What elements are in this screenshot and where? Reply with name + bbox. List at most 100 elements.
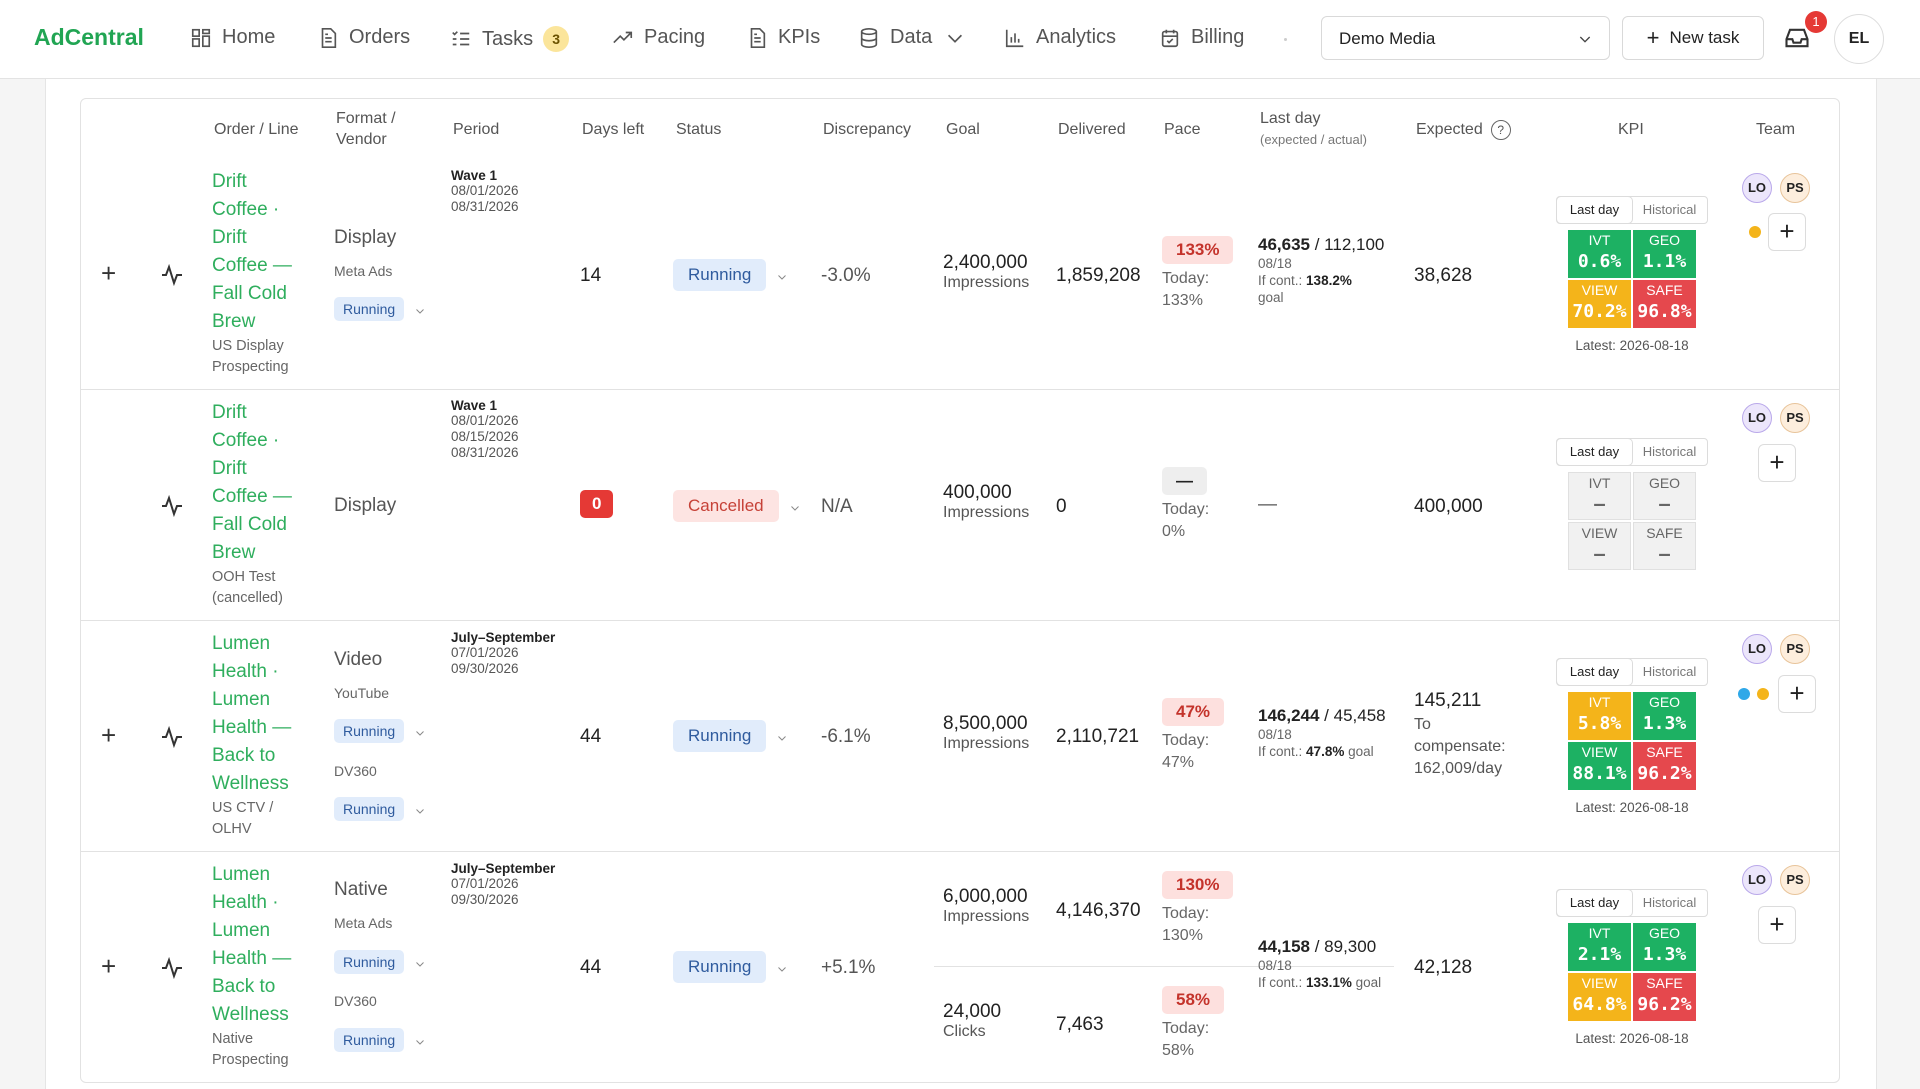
column-header-team[interactable]: Team — [1756, 121, 1796, 138]
column-header-delivered[interactable]: Delivered — [1058, 121, 1126, 138]
add-team-member-button[interactable]: + — [1758, 444, 1796, 482]
column-header-kpi[interactable]: KPI — [1618, 121, 1644, 138]
kpi-label: VIEW — [1581, 744, 1618, 760]
nav-pacing[interactable]: Pacing — [612, 26, 705, 49]
add-team-member-button[interactable]: + — [1778, 675, 1816, 713]
order-link[interactable]: Drift Coffee · Drift Coffee — Fall Cold … — [212, 399, 307, 567]
kpi-geo-tile: GEO — — [1633, 472, 1696, 520]
checklist-icon — [452, 31, 470, 46]
column-header-period[interactable]: Period — [453, 121, 500, 138]
team-avatar-ps[interactable]: PS — [1780, 634, 1810, 664]
last-day-expected: 44,158 — [1258, 937, 1310, 956]
nav-kpis[interactable]: KPIs — [746, 26, 820, 49]
new-task-button[interactable]: + New task — [1622, 16, 1764, 60]
nav-home-label: Home — [222, 26, 276, 48]
order-link[interactable]: Lumen Health · Lumen Health — Back to We… — [212, 861, 307, 1029]
column-header-format[interactable]: Format / Vendor — [336, 108, 396, 150]
user-avatar[interactable]: EL — [1834, 14, 1884, 64]
column-header-pace[interactable]: Pace — [1164, 121, 1201, 138]
kpi-label: VIEW — [1581, 975, 1618, 991]
home-icon — [191, 28, 211, 47]
nav-tasks-label: Tasks — [482, 27, 534, 50]
nav-data[interactable]: Data — [858, 26, 976, 49]
vendor-status-dropdown[interactable]: Running — [334, 797, 426, 821]
expected-value: 38,628 — [1414, 265, 1473, 286]
vendor-status-dropdown[interactable]: Running — [334, 1028, 426, 1052]
last-day-actual: 89,300 — [1324, 937, 1377, 956]
last-day-date: 08/18 — [1258, 958, 1292, 973]
tab-last-day[interactable]: Last day — [1557, 439, 1632, 465]
tab-historical[interactable]: Historical — [1642, 444, 1697, 459]
column-header-discrepancy[interactable]: Discrepancy — [823, 121, 912, 138]
expected-compensation-note: To compensate: 162,009/day — [1414, 714, 1506, 780]
nav-billing[interactable]: Billing — [1159, 26, 1244, 49]
tab-last-day[interactable]: Last day — [1557, 659, 1632, 685]
order-link[interactable]: Drift Coffee · Drift Coffee — Fall Cold … — [212, 168, 307, 336]
vendor-status-dropdown[interactable]: Running — [334, 719, 426, 743]
status-dropdown[interactable]: Running — [673, 951, 788, 983]
kpi-label: SAFE — [1646, 975, 1683, 991]
chevron-down-icon — [414, 726, 426, 738]
column-header-expected[interactable]: Expected? — [1416, 119, 1511, 140]
activity-icon[interactable] — [160, 263, 184, 292]
activity-icon[interactable] — [160, 494, 184, 523]
nav-home[interactable]: Home — [190, 26, 275, 49]
team-avatar-lo[interactable]: LO — [1742, 865, 1772, 895]
column-header-format-line1: Format / — [336, 110, 396, 127]
last-day-expected: 146,244 — [1258, 706, 1320, 725]
chevron-down-icon — [948, 34, 963, 43]
column-header-status[interactable]: Status — [676, 121, 722, 138]
column-header-days-left[interactable]: Days left — [582, 121, 645, 138]
expand-row-button[interactable]: + — [101, 720, 117, 750]
nav-analytics[interactable]: Analytics — [1004, 26, 1116, 49]
tab-last-day[interactable]: Last day — [1557, 197, 1632, 223]
add-team-member-button[interactable]: + — [1768, 213, 1806, 251]
organization-select[interactable]: Demo Media — [1321, 16, 1610, 60]
inbox-button[interactable] — [1783, 24, 1815, 56]
expected-value: 42,128 — [1414, 957, 1473, 978]
nav-orders[interactable]: Orders — [317, 26, 410, 49]
tab-historical[interactable]: Historical — [1642, 202, 1697, 217]
activity-icon[interactable] — [160, 725, 184, 754]
status-dropdown[interactable]: Running — [673, 720, 788, 752]
tab-historical[interactable]: Historical — [1642, 895, 1697, 910]
team-avatar-ps[interactable]: PS — [1780, 865, 1810, 895]
nav-data-label: Data — [890, 26, 933, 48]
new-task-label: New task — [1669, 28, 1740, 47]
status-dropdown[interactable]: Running — [673, 259, 788, 291]
status-dropdown[interactable]: Cancelled — [673, 490, 801, 522]
format-label: Video — [334, 649, 383, 670]
team-avatar-lo[interactable]: LO — [1742, 173, 1772, 203]
expand-row-button[interactable]: + — [101, 951, 117, 981]
period-date: 08/31/2026 — [451, 199, 519, 214]
kpi-label: IVT — [1588, 694, 1611, 710]
tab-historical[interactable]: Historical — [1642, 664, 1697, 679]
period-date: 07/01/2026 — [451, 645, 519, 660]
kpi-safe-tile: SAFE — — [1633, 522, 1696, 570]
add-team-member-button[interactable]: + — [1758, 906, 1796, 944]
vendor-status-dropdown[interactable]: Running — [334, 950, 426, 974]
column-header-order[interactable]: Order / Line — [214, 121, 299, 138]
projection-goal-label: goal — [1258, 290, 1284, 305]
tab-last-day[interactable]: Last day — [1557, 890, 1632, 916]
nav-tasks[interactable]: Tasks 3 — [450, 26, 570, 52]
discrepancy-value: N/A — [821, 496, 853, 517]
activity-icon[interactable] — [160, 956, 184, 985]
kpi-value: — — [1659, 494, 1670, 515]
brand-logo[interactable]: AdCentral — [34, 24, 144, 50]
if-cont-value: 133.1% — [1306, 975, 1352, 990]
vendor-status-dropdown[interactable]: Running — [334, 297, 426, 321]
pace-today-label: Today: — [1162, 270, 1210, 287]
calendar-icon — [1161, 29, 1179, 47]
team-avatar-lo[interactable]: LO — [1742, 634, 1772, 664]
order-link[interactable]: Lumen Health · Lumen Health — Back to We… — [212, 630, 307, 798]
help-icon[interactable]: ? — [1490, 119, 1511, 140]
kpi-safe-tile: SAFE 96.2% — [1633, 973, 1696, 1021]
column-header-last-day[interactable]: Last day (expected / actual) — [1260, 108, 1367, 150]
column-header-goal[interactable]: Goal — [946, 121, 980, 138]
team-avatar-lo[interactable]: LO — [1742, 403, 1772, 433]
expand-row-button[interactable]: + — [101, 258, 117, 288]
team-avatar-ps[interactable]: PS — [1780, 173, 1810, 203]
delivered-value: 7,463 — [1056, 1014, 1104, 1035]
team-avatar-ps[interactable]: PS — [1780, 403, 1810, 433]
